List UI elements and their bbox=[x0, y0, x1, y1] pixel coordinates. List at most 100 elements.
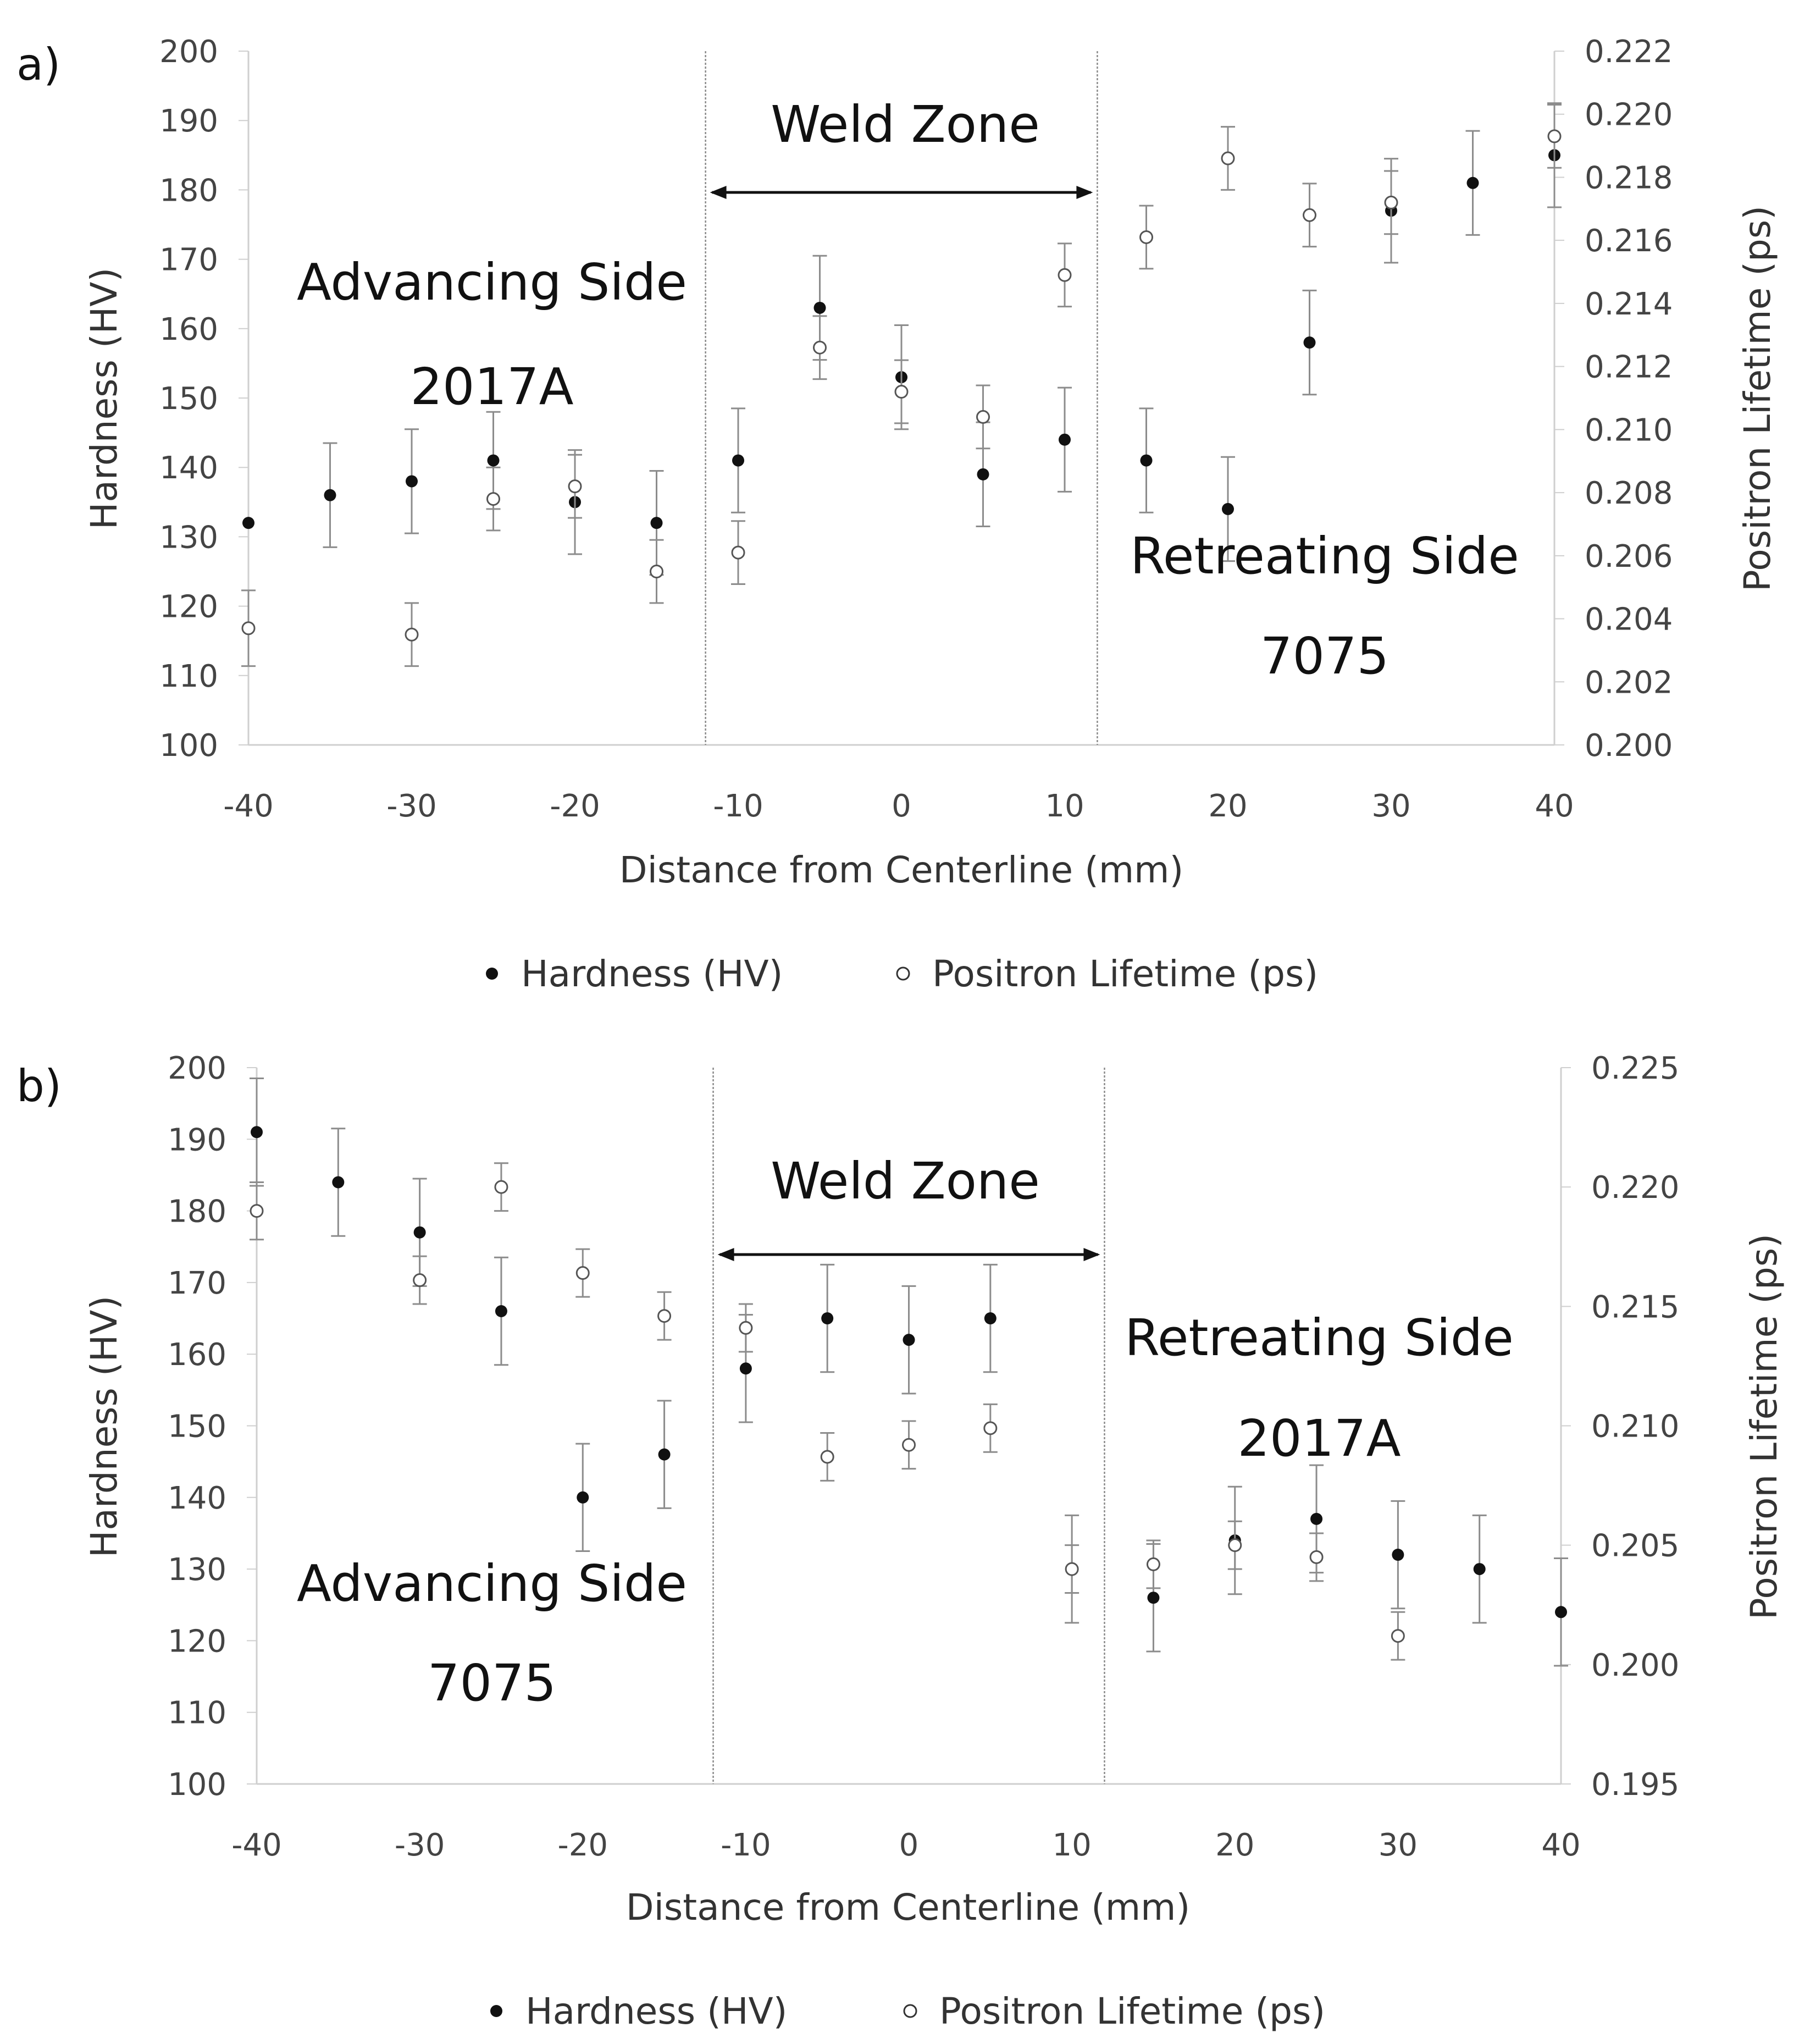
hardness-point bbox=[1222, 502, 1234, 515]
y-tick-label: 170 bbox=[159, 242, 218, 278]
x-tick-label: 30 bbox=[1371, 788, 1410, 824]
x-tick-label: -10 bbox=[713, 788, 763, 824]
y2-tick-label: 0.222 bbox=[1585, 34, 1673, 70]
y2-tick-label: 0.205 bbox=[1591, 1528, 1679, 1564]
hardness-point bbox=[984, 1312, 997, 1325]
positron-point bbox=[486, 492, 500, 506]
y-tick-label: 180 bbox=[168, 1194, 226, 1230]
y-tick-label: 160 bbox=[159, 312, 218, 347]
positron-point bbox=[1391, 1629, 1405, 1643]
retreating-material-label: 7075 bbox=[1260, 627, 1389, 686]
positron-point bbox=[1384, 195, 1398, 209]
x-tick-label: 10 bbox=[1052, 1827, 1091, 1863]
hardness-point bbox=[251, 1126, 263, 1139]
positron-point bbox=[1139, 230, 1153, 244]
hardness-point bbox=[650, 517, 663, 529]
weld-zone-label: Weld Zone bbox=[771, 1152, 1040, 1211]
x-tick-label: 0 bbox=[899, 1827, 919, 1863]
x-tick-label: 30 bbox=[1379, 1827, 1418, 1863]
x-tick-label: 10 bbox=[1045, 788, 1084, 824]
y-tick-label: 140 bbox=[159, 450, 218, 486]
y2-tick-label: 0.200 bbox=[1591, 1648, 1679, 1683]
legend-positron-marker bbox=[896, 966, 910, 981]
retreating-material-label: 2017A bbox=[1237, 1409, 1401, 1468]
y-tick-label: 170 bbox=[168, 1266, 226, 1301]
positron-point bbox=[976, 410, 990, 424]
y2-tick-label: 0.214 bbox=[1585, 286, 1673, 322]
panel-a: a) 1001101201301401501601701801902000.20… bbox=[16, 34, 1779, 995]
x-tick-label: -40 bbox=[231, 1827, 281, 1863]
y-tick-label: 140 bbox=[168, 1480, 226, 1516]
positron-point bbox=[250, 1204, 264, 1218]
y2-tick-label: 0.212 bbox=[1585, 350, 1673, 385]
positron-point bbox=[413, 1273, 427, 1288]
y2-axis-title: Positron Lifetime (ps) bbox=[1743, 1234, 1785, 1620]
hardness-point bbox=[1147, 1592, 1160, 1604]
positron-point bbox=[820, 1450, 834, 1464]
positron-point bbox=[1228, 1538, 1242, 1553]
hardness-point bbox=[739, 1362, 752, 1375]
y-axis-title: Hardness (HV) bbox=[83, 1296, 125, 1557]
x-tick-label: 20 bbox=[1208, 788, 1247, 824]
hardness-point bbox=[487, 454, 500, 467]
y-tick-label: 160 bbox=[168, 1337, 226, 1373]
y2-tick-label: 0.208 bbox=[1585, 476, 1673, 511]
weld-zone-arrowhead-right bbox=[1076, 186, 1093, 199]
hardness-point bbox=[495, 1305, 507, 1318]
positron-point bbox=[1058, 268, 1072, 282]
legend-hardness-marker bbox=[490, 2005, 502, 2017]
y2-tick-label: 0.204 bbox=[1585, 602, 1673, 638]
legend-hardness-marker bbox=[486, 968, 498, 980]
y-tick-label: 100 bbox=[168, 1767, 226, 1803]
x-tick-label: 40 bbox=[1541, 1827, 1580, 1863]
positron-point bbox=[731, 545, 745, 560]
y-tick-label: 180 bbox=[159, 173, 218, 208]
legend: Hardness (HV) Positron Lifetime (ps) bbox=[486, 953, 1318, 995]
y2-tick-label: 0.220 bbox=[1591, 1170, 1679, 1206]
positron-point bbox=[1221, 151, 1235, 165]
positron-point bbox=[813, 340, 827, 355]
y2-axis-title: Positron Lifetime (ps) bbox=[1736, 206, 1779, 592]
positron-point bbox=[1146, 1557, 1160, 1571]
y2-tick-label: 0.202 bbox=[1585, 665, 1673, 700]
positron-point bbox=[1303, 208, 1316, 222]
hardness-point bbox=[1473, 1563, 1486, 1576]
y-tick-label: 110 bbox=[168, 1695, 226, 1731]
y-tick-label: 130 bbox=[168, 1552, 226, 1588]
hardness-point bbox=[332, 1176, 345, 1189]
hardness-point bbox=[1303, 336, 1316, 349]
positron-point bbox=[1309, 1550, 1324, 1564]
y2-tick-label: 0.195 bbox=[1591, 1767, 1679, 1803]
y-tick-label: 150 bbox=[159, 381, 218, 417]
hardness-point bbox=[406, 475, 418, 488]
positron-point bbox=[405, 627, 419, 642]
hardness-point bbox=[413, 1226, 426, 1239]
weld-zone-arrowhead-left bbox=[717, 1248, 734, 1261]
hardness-point bbox=[821, 1312, 834, 1325]
legend-positron-marker bbox=[903, 2004, 917, 2018]
x-tick-label: -30 bbox=[386, 788, 436, 824]
y2-tick-label: 0.215 bbox=[1591, 1289, 1679, 1325]
legend-hardness-label: Hardness (HV) bbox=[521, 953, 783, 995]
y-tick-label: 200 bbox=[168, 1051, 226, 1086]
hardness-point bbox=[242, 517, 254, 529]
hardness-point bbox=[1140, 454, 1153, 467]
y-tick-label: 120 bbox=[159, 589, 218, 625]
x-axis-title: Distance from Centerline (mm) bbox=[619, 849, 1183, 891]
panel-b-plot: 1001101201301401501601701801902000.1950.… bbox=[168, 1051, 1679, 1863]
x-tick-label: 40 bbox=[1535, 788, 1574, 824]
hardness-point bbox=[577, 1491, 589, 1504]
legend-hardness-label: Hardness (HV) bbox=[525, 1990, 787, 2032]
y-tick-label: 200 bbox=[159, 34, 218, 70]
hardness-point bbox=[1310, 1512, 1323, 1525]
legend-positron-label: Positron Lifetime (ps) bbox=[932, 953, 1318, 995]
x-tick-label: -40 bbox=[223, 788, 273, 824]
hardness-point bbox=[1555, 1606, 1567, 1618]
x-tick-label: -30 bbox=[395, 1827, 445, 1863]
positron-point bbox=[575, 1266, 590, 1280]
x-tick-label: 0 bbox=[892, 788, 911, 824]
y2-tick-label: 0.210 bbox=[1585, 412, 1673, 448]
y2-tick-label: 0.200 bbox=[1585, 728, 1673, 764]
positron-point bbox=[568, 479, 582, 494]
x-tick-label: -10 bbox=[721, 1827, 771, 1863]
